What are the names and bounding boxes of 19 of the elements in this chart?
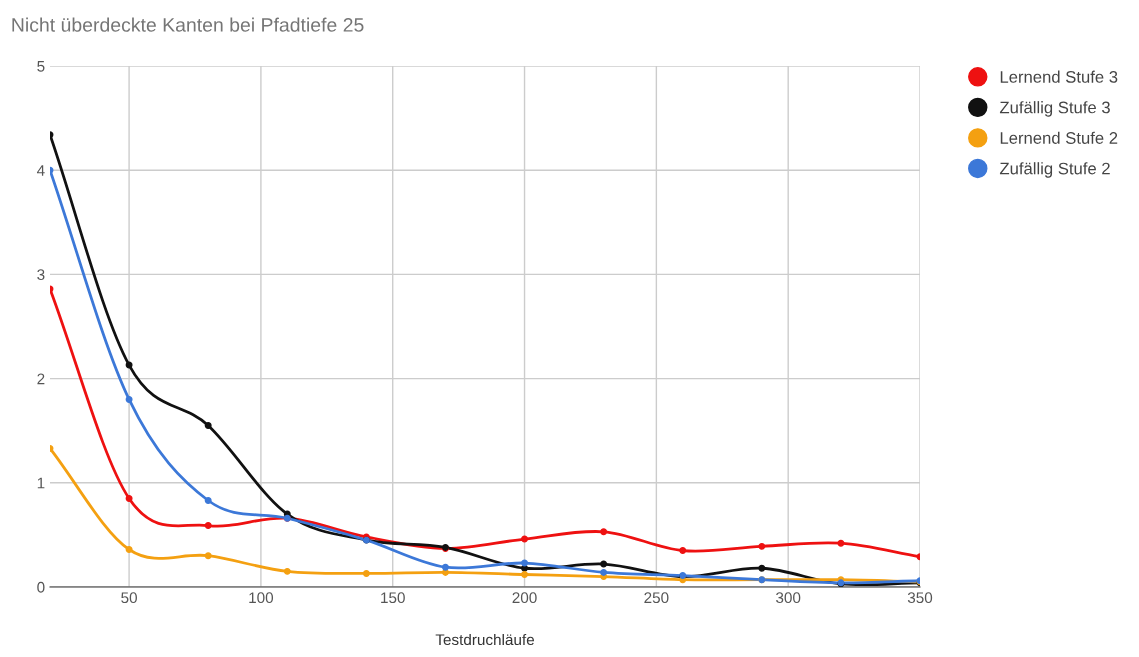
legend-label: Zufällig Stufe 2 [999, 162, 1110, 178]
x-tick-label: 150 [381, 592, 405, 604]
y-tick-label: 5 [37, 61, 45, 72]
x-tick-label: 350 [907, 592, 933, 604]
y-tick-label: 0 [37, 581, 45, 593]
y-tick-label: 1 [37, 477, 45, 489]
y-tick-label: 2 [37, 373, 45, 385]
y-tick-label: 3 [37, 269, 45, 281]
chart-title: Nicht überdeckte Kanten bei Pfadtiefe 25 [12, 17, 364, 32]
legend-label: Lernend Stufe 3 [1000, 70, 1118, 83]
legend-label: Zufällig Stufe 3 [999, 101, 1110, 117]
x-tick-label: 300 [776, 592, 801, 604]
x-tick-label: 50 [121, 592, 137, 604]
x-axis-title: Testdruchläufe [435, 633, 534, 646]
y-tick-label: 4 [36, 165, 45, 176]
x-tick-label: 250 [644, 592, 669, 604]
x-tick-label: 100 [249, 592, 274, 604]
legend-label: Lernend Stufe 2 [1000, 131, 1118, 144]
x-tick-label: 200 [512, 592, 537, 604]
